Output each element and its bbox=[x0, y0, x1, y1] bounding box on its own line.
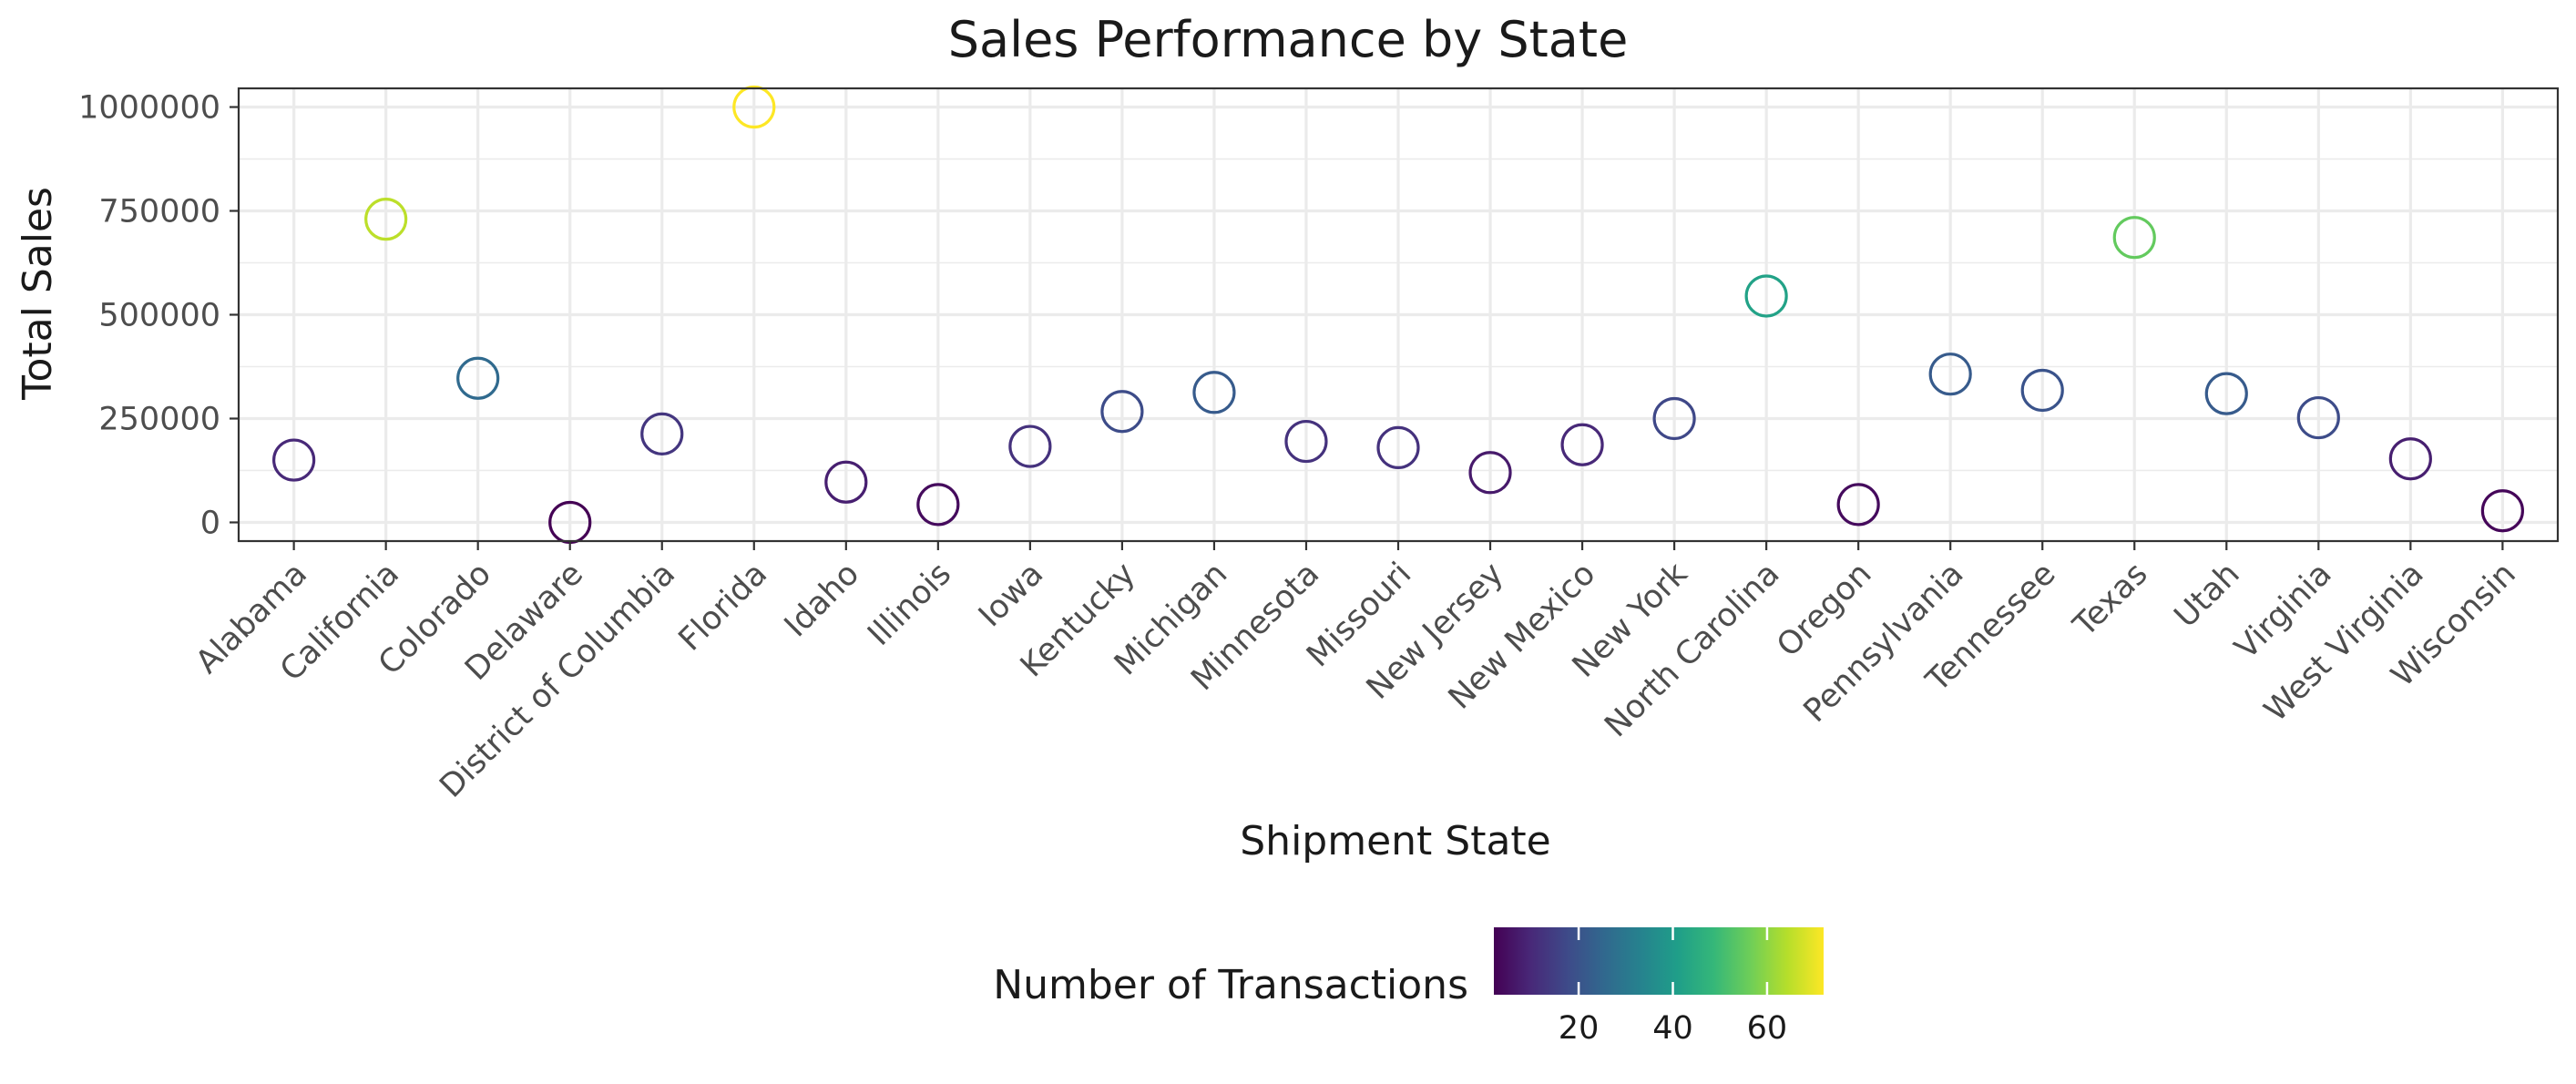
data-point bbox=[1836, 483, 1880, 527]
x-axis-title: Shipment State bbox=[1240, 818, 1551, 864]
data-point bbox=[824, 460, 868, 504]
x-tick-label: Iowa bbox=[972, 556, 1050, 634]
x-tick-label: North Carolina bbox=[1598, 556, 1786, 744]
y-tick-label: 500000 bbox=[98, 298, 220, 334]
chart-title: Sales Performance by State bbox=[948, 11, 1629, 68]
data-point bbox=[272, 438, 316, 482]
y-tick-label: 750000 bbox=[98, 194, 220, 230]
data-point bbox=[1744, 274, 1788, 318]
data-point bbox=[1560, 423, 1604, 466]
colorbar-title: Number of Transactions bbox=[993, 962, 1468, 1008]
data-point bbox=[2204, 372, 2248, 415]
data-points bbox=[272, 85, 2524, 545]
data-point bbox=[364, 198, 408, 241]
y-tick-label: 0 bbox=[200, 505, 220, 541]
x-tick-label: Florida bbox=[672, 556, 774, 658]
y-axis-title: Total Sales bbox=[15, 187, 61, 401]
data-point bbox=[1652, 396, 1696, 441]
x-tick-label: West Virginia bbox=[2257, 556, 2430, 729]
colorbar-tick-label: 40 bbox=[1652, 1010, 1693, 1047]
colorbar-tick-label: 20 bbox=[1559, 1010, 1600, 1047]
x-tick-label: Texas bbox=[2066, 556, 2154, 644]
x-axis: AlabamaCaliforniaColoradoDelawareDistric… bbox=[189, 541, 2523, 805]
x-tick-label: Illinois bbox=[861, 556, 958, 653]
data-point bbox=[1376, 425, 1420, 470]
data-point bbox=[1008, 424, 1052, 468]
data-point bbox=[1468, 451, 1512, 495]
y-tick-label: 1000000 bbox=[78, 90, 220, 127]
data-point bbox=[2020, 368, 2064, 413]
data-point bbox=[2388, 437, 2432, 481]
colorbar-legend: Number of Transactions 20 40 60 bbox=[993, 927, 1824, 1047]
grid bbox=[239, 88, 2558, 541]
x-tick-label: Idaho bbox=[778, 556, 866, 644]
data-point bbox=[2112, 216, 2156, 260]
colorbar-tick-label: 60 bbox=[1747, 1010, 1788, 1047]
data-point bbox=[1284, 419, 1328, 464]
data-point bbox=[732, 85, 776, 129]
data-point bbox=[1928, 353, 1972, 396]
data-point bbox=[2296, 395, 2340, 440]
data-point bbox=[456, 356, 500, 400]
data-point bbox=[640, 412, 684, 455]
x-tick-label: Pennsylvania bbox=[1797, 556, 1971, 730]
data-point bbox=[916, 483, 960, 527]
y-tick-label: 250000 bbox=[98, 401, 220, 437]
data-point bbox=[2480, 489, 2524, 533]
colorbar bbox=[1494, 927, 1824, 995]
y-axis: 0 250000 500000 750000 1000000 bbox=[78, 90, 239, 541]
data-point bbox=[1192, 371, 1236, 414]
data-point bbox=[1100, 390, 1144, 434]
x-tick-label: Utah bbox=[2168, 556, 2247, 635]
